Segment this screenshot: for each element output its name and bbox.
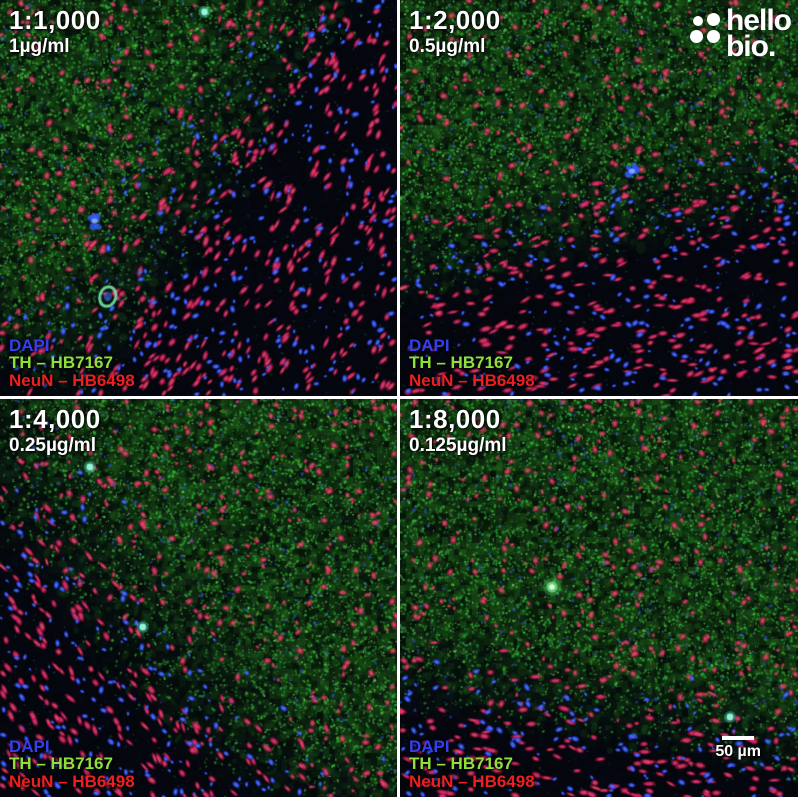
logo-dot-icon: [692, 16, 703, 26]
concentration-label: 0.5µg/ml: [409, 36, 486, 58]
concentration-label: 0.25µg/ml: [9, 435, 96, 457]
panel-3-legend: DAPI TH – HB7167 NeuN – HB6498: [9, 736, 135, 791]
panel-2-legend: DAPI TH – HB7167 NeuN – HB6498: [409, 335, 535, 390]
concentration-label: 0.125µg/ml: [409, 435, 507, 457]
legend-neun: NeuN – HB6498: [409, 370, 535, 390]
scale-bar: 50 µm: [715, 736, 761, 761]
hellobio-dots-icon: [689, 13, 720, 43]
panel-3-labels: 1:4,000 0.25µg/ml: [9, 405, 101, 457]
legend-th: TH – HB7167: [409, 353, 513, 372]
legend-dapi: DAPI: [409, 736, 450, 756]
dilution-label: 1:2,000: [409, 5, 501, 35]
scale-bar-line: [722, 736, 755, 740]
panel-4-labels: 1:8,000 0.125µg/ml: [409, 405, 507, 457]
legend-dapi: DAPI: [409, 335, 450, 355]
logo-line-2: bio.: [725, 30, 776, 63]
legend-th: TH – HB7167: [409, 754, 513, 773]
legend-neun: NeuN – HB6498: [9, 771, 135, 791]
panel-2-labels: 1:2,000 0.5µg/ml: [409, 6, 501, 58]
logo-dot-icon: [689, 30, 703, 43]
logo-dot-icon: [706, 30, 720, 43]
panel-4-legend: DAPI TH – HB7167 NeuN – HB6498: [409, 736, 535, 791]
panel-1-1000: 1:1,000 1µg/ml DAPI TH – HB7167 NeuN – H…: [0, 0, 397, 396]
concentration-label: 1µg/ml: [9, 36, 70, 58]
legend-dapi: DAPI: [9, 335, 50, 355]
legend-dapi: DAPI: [9, 736, 50, 756]
dilution-label: 1:4,000: [9, 404, 101, 434]
micrograph-panel-1: [0, 0, 397, 396]
legend-th: TH – HB7167: [9, 754, 113, 773]
micrograph-panel-2: [400, 0, 798, 396]
micrograph-panel-4: [400, 399, 798, 797]
logo-line-1: hello: [725, 4, 792, 37]
legend-neun: NeuN – HB6498: [9, 370, 135, 390]
scale-bar-label: 50 µm: [715, 743, 761, 760]
panel-1-2000: 1:2,000 0.5µg/ml DAPI TH – HB7167 NeuN –…: [400, 0, 798, 396]
micrograph-panel-3: [0, 399, 397, 797]
panel-1-4000: 1:4,000 0.25µg/ml DAPI TH – HB7167 NeuN …: [0, 399, 397, 797]
hellobio-wordmark: hello bio.: [725, 4, 792, 63]
panel-1-8000: 1:8,000 0.125µg/ml DAPI TH – HB7167 NeuN…: [400, 399, 798, 797]
dilution-label: 1:8,000: [409, 404, 501, 434]
legend-neun: NeuN – HB6498: [409, 771, 535, 791]
hellobio-logo: hello bio.: [689, 4, 792, 63]
panel-1-labels: 1:1,000 1µg/ml: [9, 6, 101, 58]
panel-1-legend: DAPI TH – HB7167 NeuN – HB6498: [9, 335, 135, 390]
dilution-label: 1:1,000: [9, 5, 101, 35]
legend-th: TH – HB7167: [9, 353, 113, 372]
logo-dot-icon: [706, 13, 720, 26]
